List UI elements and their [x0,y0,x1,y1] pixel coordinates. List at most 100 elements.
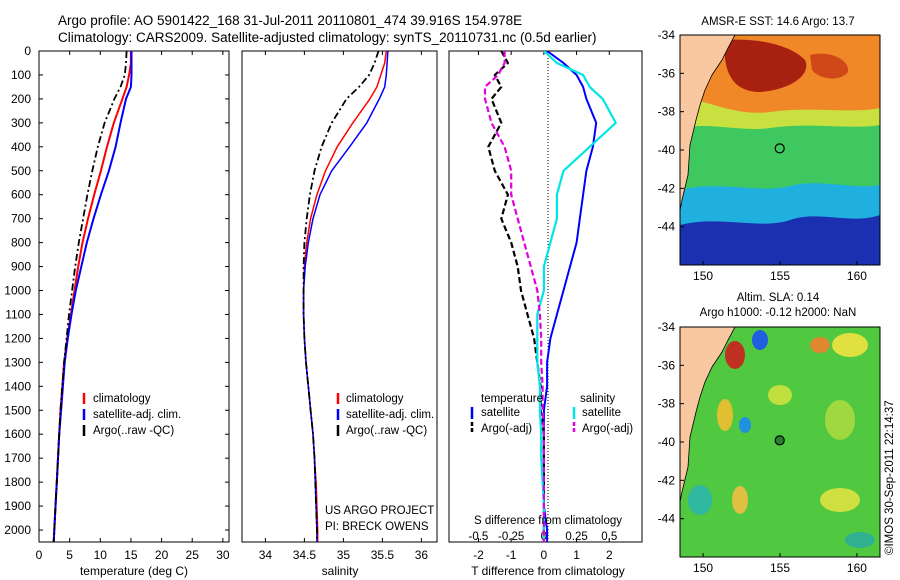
legend-label-climatology: climatology [346,393,404,405]
sla-map-panel: Altim. SLA: 0.14 Argo h1000: -0.12 h2000… [658,292,881,575]
sla-high-eddy [725,341,745,369]
pi-annotation: PI: BRECK OWENS [325,521,429,533]
map-y-tick-label: -34 [658,320,676,334]
header-title-line1: Argo profile: AO 5901422_168 31-Jul-2011… [58,13,522,28]
sla-land [680,327,736,503]
s-diff-tick-label: 0.25 [565,531,587,543]
difference-axes-box [448,50,643,543]
map-y-tick-label: -34 [658,28,676,42]
x-tick-label: 2 [606,548,613,562]
x-tick-label: 0 [541,548,548,562]
depth-tick-label: 1400 [4,379,31,393]
sla-low-area-2 [845,532,875,548]
salinity-axes-box [241,50,438,543]
sst-warm-core [724,39,807,92]
depth-tick-label: 0 [24,44,31,58]
depth-tick-label: 1000 [4,284,31,298]
argo-position-marker [774,143,785,154]
legend-header-salinity: salinity [580,393,615,405]
depth-tick-label: 500 [11,164,31,178]
series-line-argo-raw-qc- [52,51,128,542]
x-tick-label: 1 [573,548,580,562]
map-y-tick-label: -38 [658,397,676,411]
sst-land [680,35,736,211]
sla-high-eddy-2 [717,399,733,431]
map-y-tick-label: -40 [658,143,676,157]
depth-tick-label: 1600 [4,427,31,441]
sla-map-title-line1: Altim. SLA: 0.14 [737,292,820,304]
map-x-tick-label: 150 [693,561,713,575]
s-diff-tick-label: -0.5 [469,531,489,543]
legend-label-argo: Argo(..raw -QC) [93,425,174,437]
depth-tick-label: 1700 [4,451,31,465]
sst-map-title: AMSR-E SST: 14.6 Argo: 13.7 [701,16,854,28]
x-tick-label: 34.5 [293,548,317,562]
depth-tick-label: 1200 [4,331,31,345]
legend-label-s-argo: Argo(-adj) [582,423,633,435]
depth-tick-label: 600 [11,188,31,202]
depth-tick-label: 700 [11,212,31,226]
map-y-tick-label: -40 [658,435,676,449]
depth-tick-label: 1800 [4,475,31,489]
imos-credit: ©IMOS 30-Sep-2011 22:14:37 [884,400,896,555]
map-y-tick-label: -44 [658,220,676,234]
x-tick-label: 10 [94,548,108,562]
x-tick-label: -1 [506,548,517,562]
depth-tick-label: 200 [11,92,31,106]
map-x-tick-label: 155 [770,561,790,575]
x-tick-label: 15 [124,548,138,562]
depth-tick-label: 400 [11,140,31,154]
sla-high-eddy-3 [732,486,748,514]
legend-label-climatology: climatology [93,393,151,405]
depth-tick-label: 300 [11,116,31,130]
map-x-tick-label: 160 [847,561,867,575]
sla-patch [768,385,792,405]
depth-tick-label: 800 [11,236,31,250]
x-tick-label: 5 [66,548,73,562]
legend-header-temperature: temperature [481,393,543,405]
x-tick-label: 25 [186,548,200,562]
depth-tick-label: 1300 [4,355,31,369]
series-line-t-argo-adj- [487,51,546,542]
series-line-satellite-adj-clim- [52,51,133,542]
series-line-s-satellite [536,51,617,542]
depth-tick-label: 1100 [5,307,31,321]
sst-warm-eddy [810,53,849,79]
map-y-tick-label: -38 [658,105,676,119]
x-tick-label: 35.5 [371,548,395,562]
s-difference-label: S difference from climatology [474,515,622,527]
map-x-tick-label: 155 [770,269,790,283]
temperature-axes-box [38,50,230,543]
map-y-tick-label: -42 [658,473,676,487]
x-tick-label: 30 [216,548,230,562]
t-difference-label: T difference from climatology [471,564,625,578]
salinity-panel: 34 34.5 35 35.5 36 climatology satellite-adj… [241,50,438,578]
legend-label-s-satellite: satellite [582,407,621,419]
sla-high-area [832,333,868,357]
sla-high-core [810,337,830,353]
legend-label-satellite: satellite-adj. clim. [93,409,181,421]
map-y-tick-label: -36 [658,358,676,372]
legend-label-t-satellite: satellite [481,407,520,419]
salinity-legend: climatology satellite-adj. clim. Argo(..… [336,393,434,437]
sst-warm-band [680,95,880,129]
legend-label-argo: Argo(..raw -QC) [346,425,427,437]
x-tick-label: -2 [473,548,484,562]
sla-low-area [688,485,712,515]
sla-patch-2 [825,400,855,440]
sst-map-panel: AMSR-E SST: 14.6 Argo: 13.7 150 155 160 -34… [658,16,881,283]
map-y-tick-label: -36 [658,66,676,80]
s-diff-tick-label: -0.25 [498,531,524,543]
difference-panel: -2 -1 0 1 2 -0.5 -0.25 0 0.25 0.5 temperature sa… [448,50,643,578]
temperature-legend: climatology satellite-adj. clim. Argo(..… [82,393,181,437]
depth-tick-label: 900 [11,260,31,274]
project-annotation: US ARGO PROJECT [325,505,434,517]
difference-legend: temperature salinity satellite Argo(-adj… [470,393,633,435]
map-y-tick-label: -44 [658,512,676,526]
legend-label-t-argo: Argo(-adj) [481,423,532,435]
map-x-tick-label: 160 [847,269,867,283]
header-title-line2: Climatology: CARS2009. Satellite-adjuste… [58,30,597,45]
sla-high-area-2 [820,488,860,512]
map-y-tick-label: -42 [658,181,676,195]
